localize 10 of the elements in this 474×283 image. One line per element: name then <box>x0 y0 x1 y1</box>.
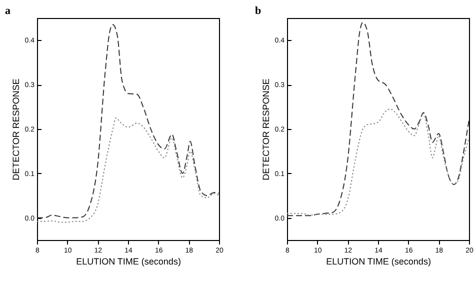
y-axis-title: DETECTOR RESPONSE <box>10 78 21 180</box>
chart-title: a <box>5 5 11 17</box>
line-series <box>37 117 219 223</box>
line-series <box>287 22 469 216</box>
line-series <box>287 108 469 216</box>
line-series <box>37 24 219 218</box>
x-axis-title: ELUTION TIME (seconds) <box>76 256 181 266</box>
chart-title: b <box>255 5 262 17</box>
x-axis-title: ELUTION TIME (seconds) <box>326 256 431 266</box>
y-axis-title: DETECTOR RESPONSE <box>260 78 271 180</box>
